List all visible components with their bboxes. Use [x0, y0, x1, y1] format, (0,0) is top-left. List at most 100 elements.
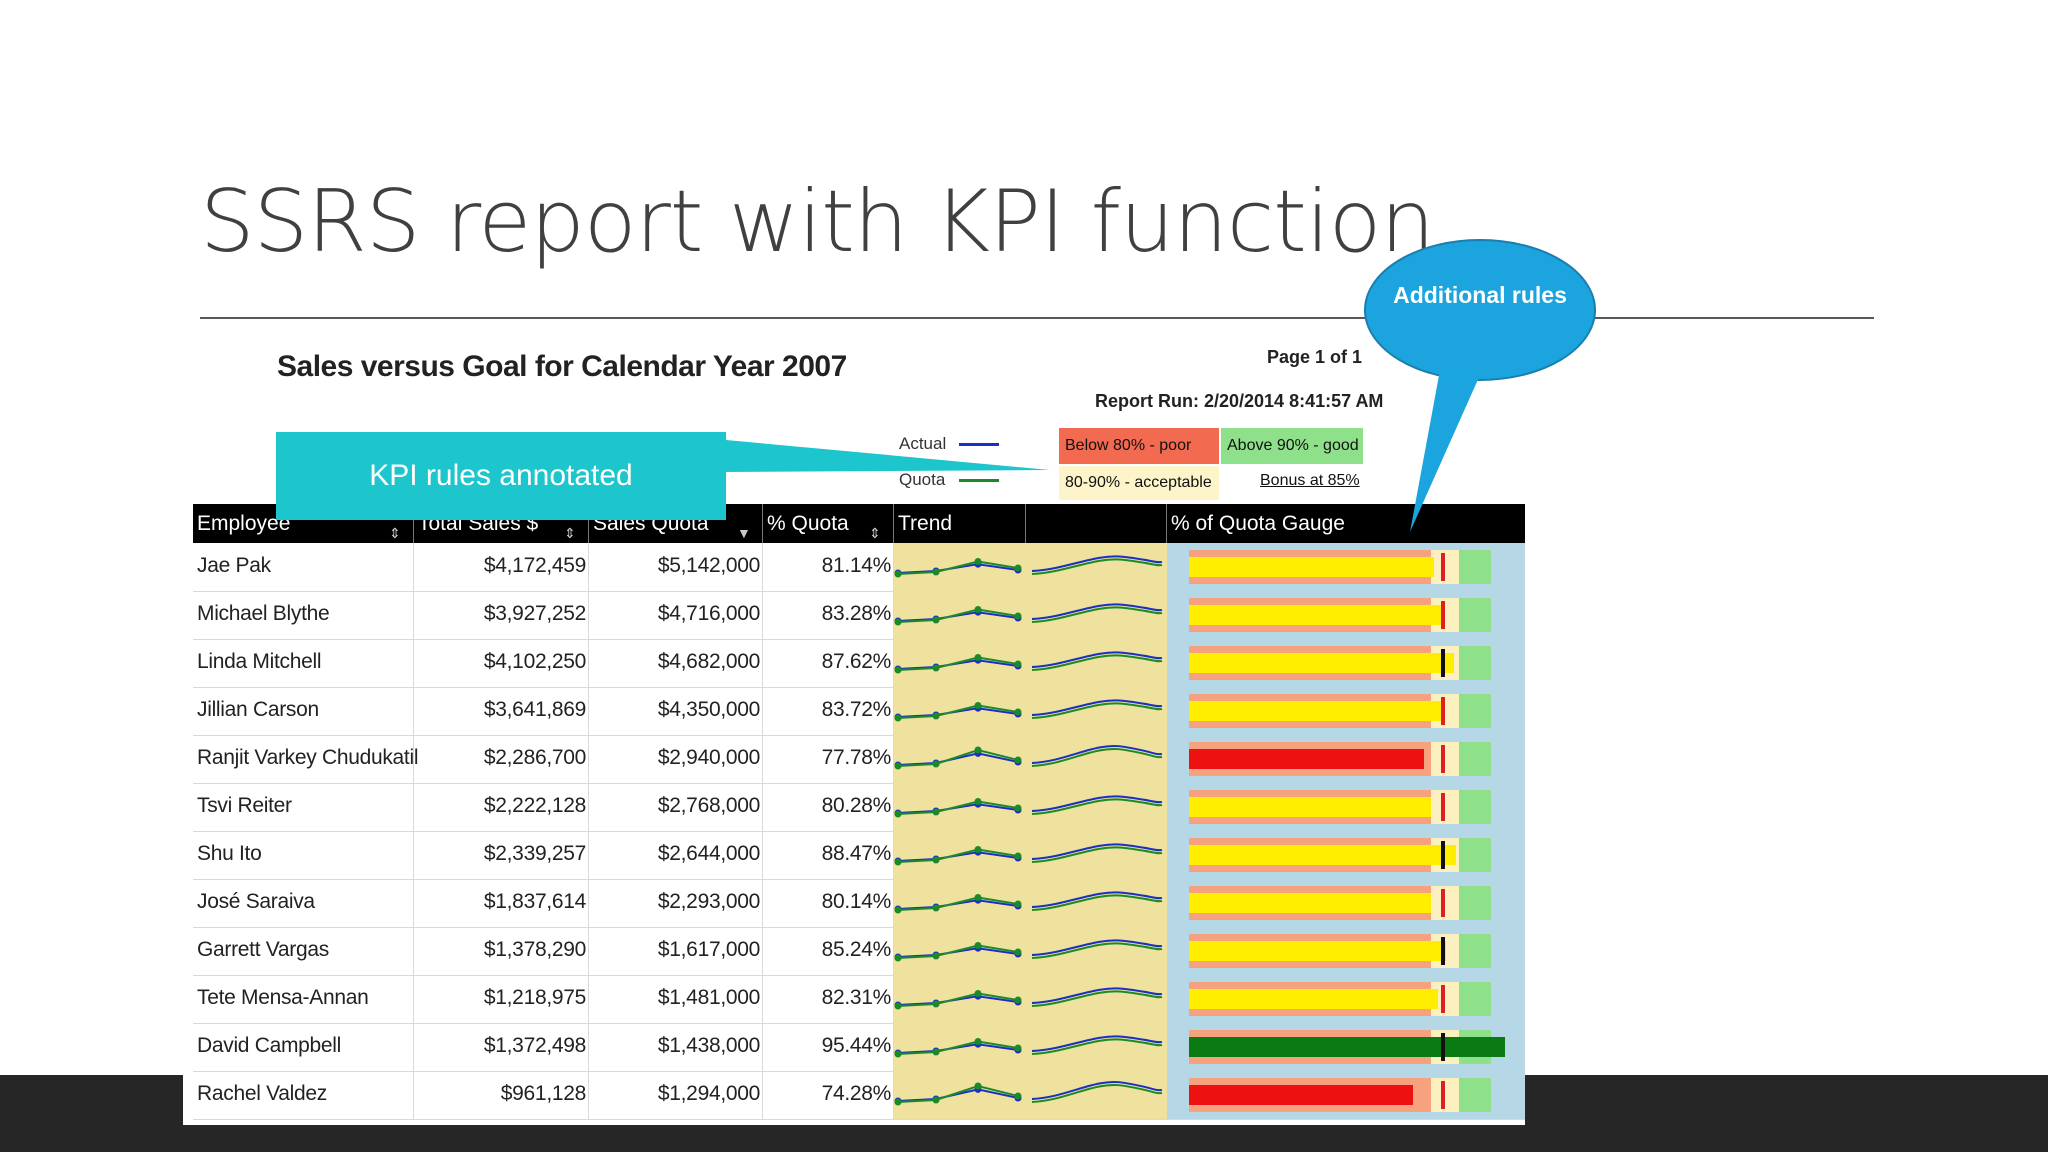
legend-actual-label: Actual — [899, 434, 947, 453]
cell-sales-quota: $4,682,000 — [589, 639, 763, 687]
cell-employee: Tsvi Reiter — [193, 783, 414, 831]
trend-smooth-line — [1031, 942, 1163, 959]
trend-point — [1014, 852, 1022, 860]
gauge-value-bar — [1189, 893, 1432, 913]
trend-smooth-line — [1031, 748, 1163, 767]
trend-point — [894, 570, 902, 578]
trend-cell — [894, 687, 1167, 735]
table-row: Garrett Vargas $1,378,290 $1,617,000 85.24% — [193, 927, 1525, 976]
sort-icon[interactable]: ⇕ — [869, 525, 881, 541]
trend-smooth-line — [1031, 699, 1163, 716]
additional-rules-bubble — [1364, 239, 1596, 381]
sort-icon[interactable]: ▼ — [737, 525, 751, 541]
trend-cell — [894, 975, 1167, 1023]
trend-smooth-line — [1031, 846, 1163, 863]
trend-sparkline — [894, 651, 1163, 674]
legend-actual-line — [959, 443, 999, 446]
trend-line — [897, 800, 1019, 815]
quota-gauge — [1167, 831, 1525, 879]
trend-point — [932, 1000, 940, 1008]
gauge-zone-good — [1459, 982, 1491, 1016]
cell-total-sales: $2,222,128 — [414, 783, 589, 831]
column-header-employee[interactable]: Employee ⇕ — [193, 504, 414, 543]
cell-pct-quota: 85.24% — [763, 927, 894, 975]
trend-smooth-line — [1031, 939, 1163, 956]
trend-sparkline — [894, 939, 1163, 962]
trend-cell — [894, 591, 1167, 639]
trend-smooth-line — [1031, 603, 1163, 620]
trend-line — [897, 656, 1019, 671]
trend-point — [932, 616, 940, 624]
column-header-pct-quota[interactable]: % Quota ⇕ — [763, 504, 894, 543]
gauge-value-bar — [1189, 653, 1454, 673]
column-header-trend: Trend — [894, 504, 1026, 543]
cell-sales-quota: $2,293,000 — [589, 879, 763, 927]
trend-smooth-line — [1031, 1084, 1163, 1103]
page-info: Page 1 of 1 — [1267, 347, 1363, 367]
gauge-bonus-marker — [1441, 889, 1445, 917]
trend-line — [897, 748, 1019, 767]
cell-total-sales: $4,102,250 — [414, 639, 589, 687]
cell-employee: Shu Ito — [193, 831, 414, 879]
trend-point — [1014, 708, 1022, 716]
gauge-zone-good — [1459, 886, 1491, 920]
cell-sales-quota: $1,294,000 — [589, 1071, 763, 1119]
gauge-zone-good — [1459, 1078, 1491, 1112]
column-header-gauge: % of Quota Gauge — [1171, 512, 1345, 535]
trend-smooth-line — [1031, 891, 1163, 908]
cell-pct-quota: 83.28% — [763, 591, 894, 639]
trend-point — [932, 664, 940, 672]
gauge-value-bar — [1189, 701, 1442, 721]
trend-cell — [894, 735, 1167, 783]
trend-line — [897, 896, 1019, 911]
title-divider — [200, 317, 1874, 319]
trend-line — [897, 608, 1019, 623]
gauge-zone-acceptable — [1431, 1078, 1459, 1112]
cell-pct-quota: 87.62% — [763, 639, 894, 687]
quota-gauge — [1167, 879, 1525, 927]
trend-sparkline — [894, 745, 1163, 770]
trend-point — [932, 712, 940, 720]
trend-sparkline — [894, 1035, 1163, 1058]
cell-sales-quota: $5,142,000 — [589, 543, 763, 591]
sort-icon[interactable]: ⇕ — [564, 525, 576, 541]
report-run-timestamp: Report Run: 2/20/2014 8:41:57 AM — [1095, 391, 1384, 411]
cell-sales-quota: $1,617,000 — [589, 927, 763, 975]
trend-point — [974, 702, 982, 709]
gauge-value-bar — [1189, 605, 1441, 625]
sort-icon[interactable]: ⇕ — [389, 525, 401, 541]
trend-point — [1014, 948, 1022, 956]
trend-point — [974, 846, 982, 853]
trend-point — [894, 1050, 902, 1058]
cell-pct-quota: 95.44% — [763, 1023, 894, 1071]
trend-cell — [894, 1071, 1167, 1119]
cell-pct-quota: 88.47% — [763, 831, 894, 879]
trend-sparkline — [894, 555, 1163, 578]
trend-smooth-line — [1031, 1038, 1163, 1055]
gauge-bonus-marker — [1441, 649, 1445, 677]
cell-sales-quota: $1,438,000 — [589, 1023, 763, 1071]
gauge-value-bar — [1189, 749, 1424, 769]
cell-sales-quota: $2,644,000 — [589, 831, 763, 879]
trend-cell — [894, 927, 1167, 975]
table-row: Jae Pak $4,172,459 $5,142,000 81.14% — [193, 543, 1525, 592]
kpi-rule-good: Above 90% - good — [1221, 428, 1363, 464]
cell-pct-quota: 74.28% — [763, 1071, 894, 1119]
gauge-bonus-marker — [1441, 937, 1445, 965]
table-row: Ranjit Varkey Chudukatil $2,286,700 $2,940… — [193, 735, 1525, 784]
trend-point — [1014, 1044, 1022, 1052]
trend-cell — [894, 543, 1167, 591]
gauge-bonus-marker — [1441, 601, 1445, 629]
trend-point — [974, 746, 982, 754]
cell-pct-quota: 80.14% — [763, 879, 894, 927]
trend-smooth-line — [1031, 894, 1163, 911]
trend-line — [897, 992, 1019, 1007]
cell-total-sales: $1,378,290 — [414, 927, 589, 975]
trend-point — [1014, 996, 1022, 1004]
gauge-zone-good — [1459, 598, 1491, 632]
cell-total-sales: $1,372,498 — [414, 1023, 589, 1071]
quota-gauge — [1167, 927, 1525, 975]
table-header: Employee ⇕ Total Sales $ ⇕ Sales Quota ▼… — [193, 504, 1525, 543]
cell-employee: Jae Pak — [193, 543, 414, 591]
cell-total-sales: $3,927,252 — [414, 591, 589, 639]
